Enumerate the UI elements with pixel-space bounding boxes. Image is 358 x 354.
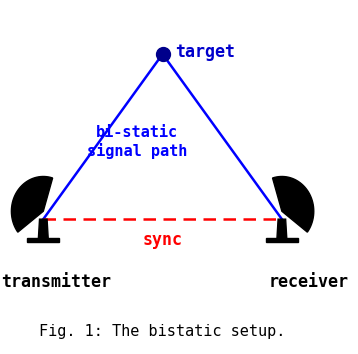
Polygon shape (38, 219, 48, 238)
Text: bi-static
signal path: bi-static signal path (87, 125, 187, 159)
Polygon shape (272, 177, 314, 232)
Text: target: target (175, 43, 236, 61)
Point (160, 51, 165, 57)
Text: receiver: receiver (269, 273, 349, 291)
Text: transmitter: transmitter (1, 273, 111, 291)
Polygon shape (27, 238, 59, 242)
Polygon shape (11, 177, 53, 232)
Text: sync: sync (142, 231, 183, 249)
Text: Fig. 1: The bistatic setup.: Fig. 1: The bistatic setup. (39, 324, 286, 339)
Polygon shape (266, 238, 298, 242)
Polygon shape (277, 219, 287, 238)
